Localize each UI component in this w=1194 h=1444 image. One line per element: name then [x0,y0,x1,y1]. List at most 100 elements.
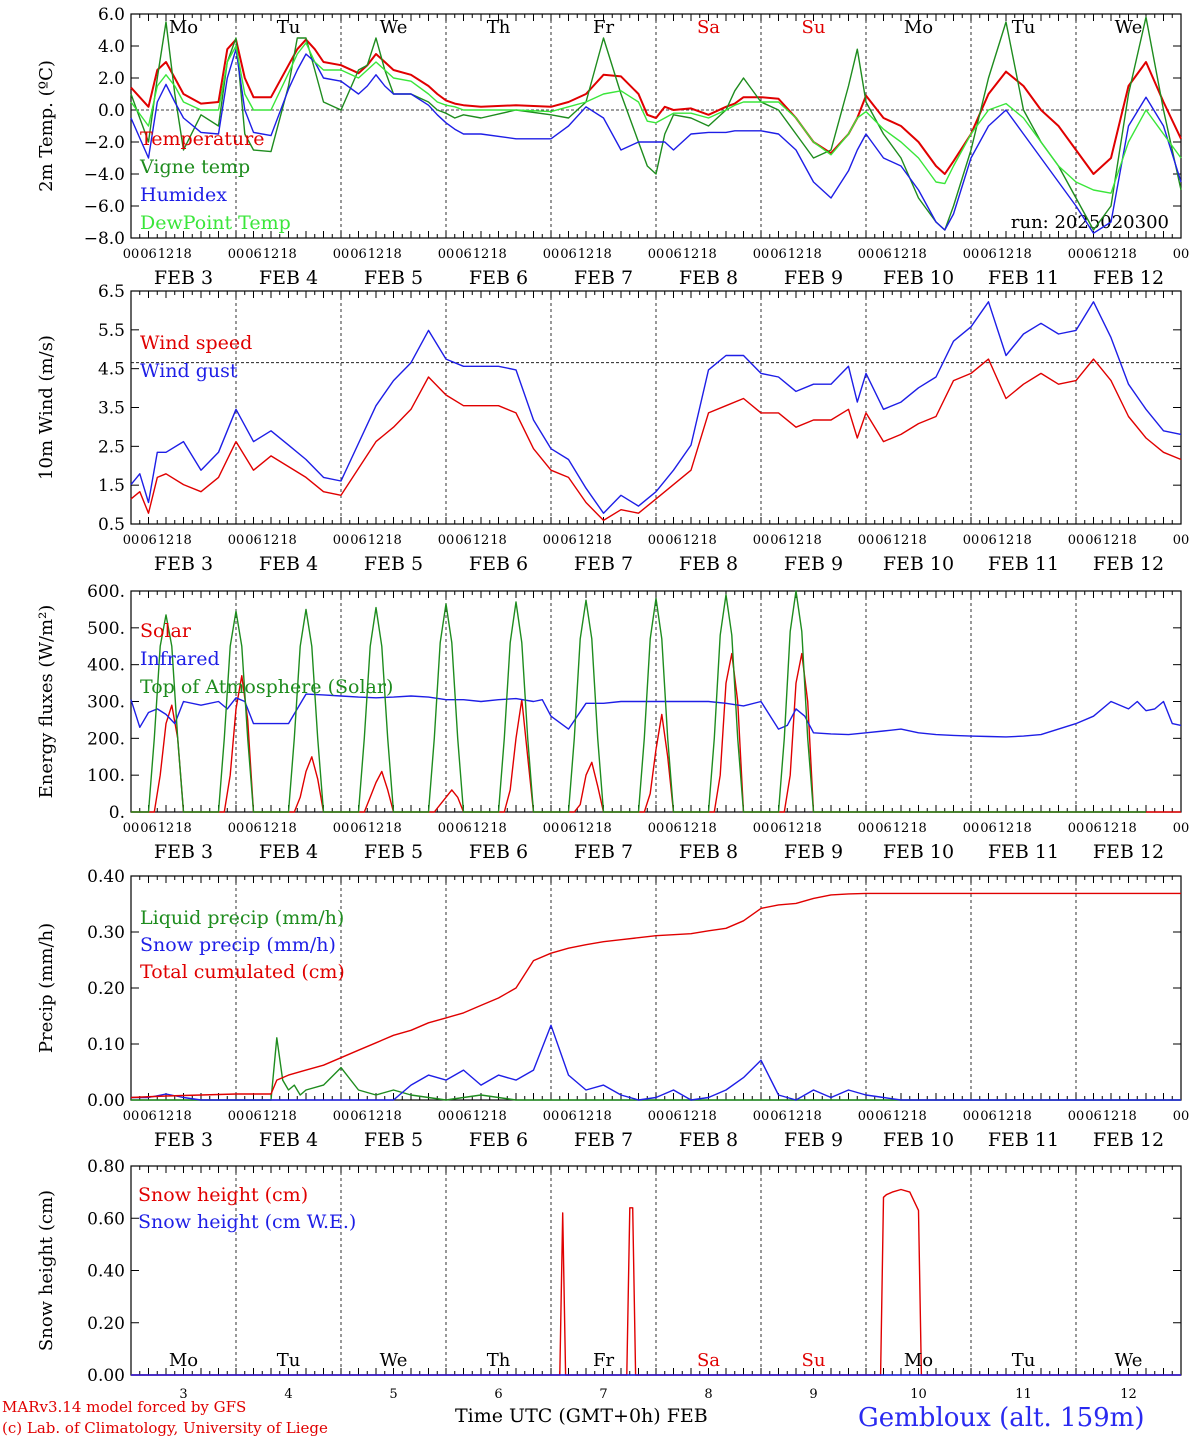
hour-tick-label: 00 [438,247,455,262]
hour-tick-label: 06 [245,1109,262,1124]
day-label: Tu [1012,1350,1036,1371]
hour-tick-label: 00 [438,533,455,548]
hour-tick-label: 12 [473,821,490,836]
y-axis-title: Snow height (cm) [36,1190,57,1351]
hour-tick-label: 06 [350,247,367,262]
hour-tick-label: 18 [1120,247,1137,262]
hour-tick-label: 18 [910,821,927,836]
day-number: 7 [599,1387,607,1402]
hour-tick-label: 06 [560,247,577,262]
hour-tick-label: 18 [595,247,612,262]
hour-tick-label: 06 [875,533,892,548]
hour-tick-label: 00 [543,533,560,548]
series-line [130,301,1182,514]
series-line [131,1024,1181,1101]
day-number: 11 [1015,1387,1032,1402]
date-label: FEB 4 [259,1129,318,1151]
hour-tick-label: 06 [980,1109,997,1124]
hour-tick-label: 06 [665,533,682,548]
date-label: FEB 9 [784,553,843,575]
date-label: FEB 11 [988,553,1059,575]
date-label: FEB 8 [679,553,738,575]
hour-tick-label: 12 [263,533,280,548]
model-credit: MARv3.14 model forced by GFS [2,1398,247,1416]
hour-tick-label: 18 [280,533,297,548]
hour-tick-label: 12 [998,247,1015,262]
hour-tick-label: 18 [490,533,507,548]
hour-tick-label: 18 [1120,533,1137,548]
hour-tick-label: 00 [543,821,560,836]
y-tick-label: 100. [87,766,125,786]
hour-tick-label: 18 [1015,247,1032,262]
y-tick-label: 400. [87,656,125,676]
y-tick-label: 0.20 [87,1314,125,1334]
hour-tick-label: 18 [280,247,297,262]
hour-tick-label: 18 [805,821,822,836]
hour-tick-label: 00 [648,1109,665,1124]
y-tick-label: 0.60 [87,1209,125,1229]
date-label: FEB 6 [469,553,528,575]
hour-tick-label: 06 [140,821,157,836]
hour-tick-label: 06 [875,1109,892,1124]
hour-tick-label: 12 [368,533,385,548]
y-tick-label: 0.0 [98,101,125,121]
date-label: FEB 11 [988,841,1059,863]
hour-tick-label: 18 [910,533,927,548]
hour-tick-label: 18 [490,1109,507,1124]
hour-tick-label: 18 [805,247,822,262]
hour-tick-label: 00 [858,1109,875,1124]
date-label: FEB 5 [364,1129,423,1151]
hour-tick-label: 00 [963,533,980,548]
date-label: FEB 4 [259,267,318,289]
y-tick-label: 4.0 [98,37,125,57]
hour-tick-label: 18 [595,1109,612,1124]
hour-tick-label: 06 [770,247,787,262]
date-label: FEB 3 [154,553,213,575]
hour-tick-label: 00 [1068,247,1085,262]
day-label: Tu [1012,17,1036,38]
hour-tick-label: 00 [543,247,560,262]
date-label: FEB 6 [469,267,528,289]
hour-tick-label: 12 [893,247,910,262]
y-tick-label: 0.5 [98,515,125,535]
day-label: Mo [904,1350,933,1371]
hour-tick-label: 00 [333,533,350,548]
hour-tick-label: 18 [385,1109,402,1124]
date-label: FEB 5 [364,553,423,575]
y-tick-label: 0.80 [87,1157,125,1177]
hour-tick-label: 12 [1103,821,1120,836]
legend-entry: Vigne temp [139,156,250,178]
hour-tick-label: 00 [753,533,770,548]
day-number: 4 [284,1387,292,1402]
day-label: Tu [277,1350,301,1371]
date-label: FEB 10 [883,1129,954,1151]
date-label: FEB 9 [784,1129,843,1151]
date-label: FEB 10 [883,553,954,575]
hour-tick-label: 12 [1103,533,1120,548]
day-label: We [1115,17,1143,38]
day-label: Mo [169,17,198,38]
hour-tick-label: 12 [263,821,280,836]
date-label: FEB 3 [154,267,213,289]
y-tick-label: 200. [87,729,125,749]
hour-tick-label: 12 [683,1109,700,1124]
y-tick-label: 2.0 [98,69,125,89]
hour-tick-label: 06 [875,821,892,836]
hour-tick-label: 18 [1120,1109,1137,1124]
y-tick-label: 0.00 [87,1091,125,1111]
hour-tick-label: 12 [683,821,700,836]
hour-tick-label: 00 [963,821,980,836]
date-label: FEB 7 [574,841,633,863]
day-label: Th [487,17,511,38]
hour-tick-label: 06 [665,821,682,836]
lab-credit: (c) Lab. of Climatology, University of L… [2,1419,328,1437]
day-number: 9 [809,1387,817,1402]
hour-tick-label: 18 [280,1109,297,1124]
hour-tick-label: 00 [1068,533,1085,548]
legend-entry: Infrared [140,648,220,670]
legend-entry: Humidex [140,184,227,206]
hour-tick-label: 00 [228,247,245,262]
hour-tick-label: 06 [350,1109,367,1124]
hour-tick-label: 18 [700,533,717,548]
